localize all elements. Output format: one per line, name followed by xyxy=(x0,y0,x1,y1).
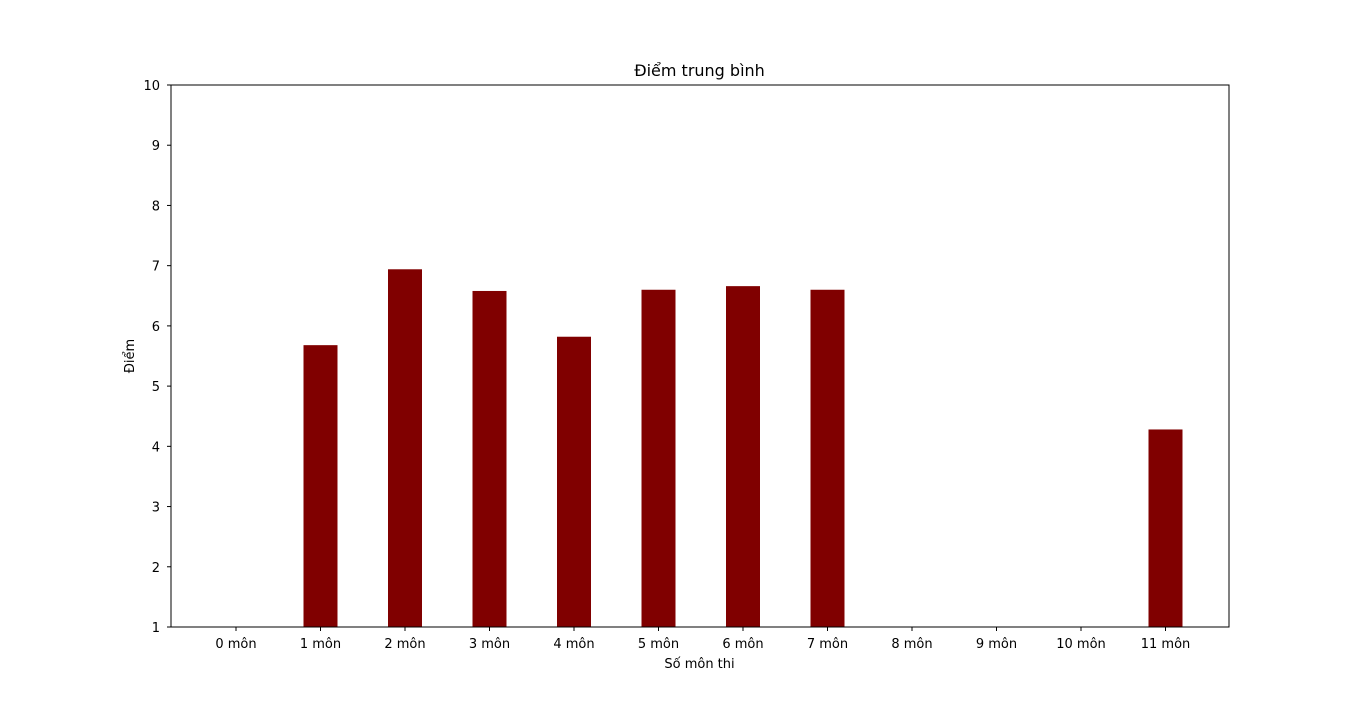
plot-frame xyxy=(170,84,1230,628)
bar xyxy=(472,290,507,627)
bar xyxy=(810,289,845,627)
x-tick-label: 4 môn xyxy=(553,637,594,652)
y-tick-label: 1 xyxy=(152,621,160,636)
y-axis: 1 2 3 4 5 6 7 8 9 10 xyxy=(143,79,171,636)
y-tick-label: 2 xyxy=(152,561,160,576)
y-tick-label: 8 xyxy=(152,199,160,214)
bar xyxy=(388,269,422,627)
y-tick-label: 3 xyxy=(152,501,160,516)
x-tick-label: 1 môn xyxy=(300,637,341,652)
x-axis: 0 môn 1 môn 2 môn 3 môn 4 môn 5 môn 6 môn 7 môn… xyxy=(215,627,1190,652)
x-tick-label: 9 môn xyxy=(976,637,1017,652)
bar xyxy=(1148,429,1183,627)
x-tick-label: 3 môn xyxy=(469,637,510,652)
chart-title: Điểm trung bình xyxy=(634,61,765,80)
y-tick-label: 5 xyxy=(152,380,160,395)
x-tick-label: 10 môn xyxy=(1056,637,1106,652)
y-tick-label: 7 xyxy=(152,260,160,275)
bars-group xyxy=(303,269,1183,627)
y-axis-label: Điểm xyxy=(123,339,138,373)
bar xyxy=(641,289,676,627)
y-tick-label: 10 xyxy=(143,79,160,94)
x-tick-label: 0 môn xyxy=(215,637,256,652)
bar xyxy=(303,345,338,627)
x-tick-label: 7 môn xyxy=(807,637,848,652)
bar xyxy=(557,336,591,627)
y-tick-label: 4 xyxy=(152,440,160,455)
x-tick-label: 2 môn xyxy=(384,637,425,652)
x-axis-label: Số môn thi xyxy=(664,657,734,672)
bar xyxy=(726,286,760,627)
x-tick-label: 6 môn xyxy=(722,637,763,652)
y-tick-label: 9 xyxy=(152,139,160,154)
y-tick-label: 6 xyxy=(152,320,160,335)
x-tick-label: 8 môn xyxy=(891,637,932,652)
x-tick-label: 11 môn xyxy=(1141,637,1191,652)
x-tick-label: 5 môn xyxy=(638,637,679,652)
